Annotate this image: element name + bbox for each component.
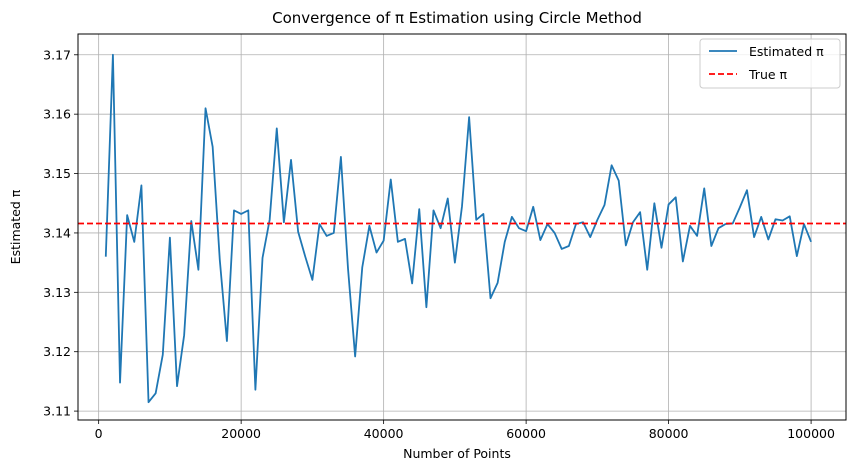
x-axis-label: Number of Points bbox=[403, 446, 511, 461]
y-tick-label: 3.16 bbox=[43, 107, 71, 122]
plot-frame bbox=[77, 33, 847, 421]
x-tick-label: 0 bbox=[95, 426, 103, 441]
y-tick-label: 3.17 bbox=[43, 47, 71, 62]
x-tick-label: 40000 bbox=[364, 426, 404, 441]
y-axis: 3.11 3.12 3.13 3.14 3.15 3.16 3.17 bbox=[43, 47, 78, 419]
grid bbox=[78, 34, 846, 420]
y-tick-label: 3.12 bbox=[43, 344, 71, 359]
y-tick-label: 3.15 bbox=[43, 166, 71, 181]
legend-label-estimated: Estimated π bbox=[749, 44, 824, 59]
x-axis: 0 20000 40000 60000 80000 100000 bbox=[95, 420, 835, 441]
x-tick-label: 80000 bbox=[649, 426, 689, 441]
y-tick-label: 3.11 bbox=[43, 404, 71, 419]
y-axis-label: Estimated π bbox=[8, 189, 23, 264]
legend: Estimated π True π bbox=[699, 38, 841, 89]
y-tick-label: 3.14 bbox=[43, 225, 71, 240]
legend-label-true-pi: True π bbox=[748, 67, 788, 82]
series-line-estimated-pi bbox=[104, 53, 812, 404]
x-tick-label: 100000 bbox=[787, 426, 835, 441]
x-tick-label: 60000 bbox=[506, 426, 546, 441]
y-tick-label: 3.13 bbox=[43, 285, 71, 300]
plot-lines bbox=[78, 53, 846, 404]
chart-title: Convergence of π Estimation using Circle… bbox=[272, 9, 642, 27]
x-tick-label: 20000 bbox=[221, 426, 261, 441]
